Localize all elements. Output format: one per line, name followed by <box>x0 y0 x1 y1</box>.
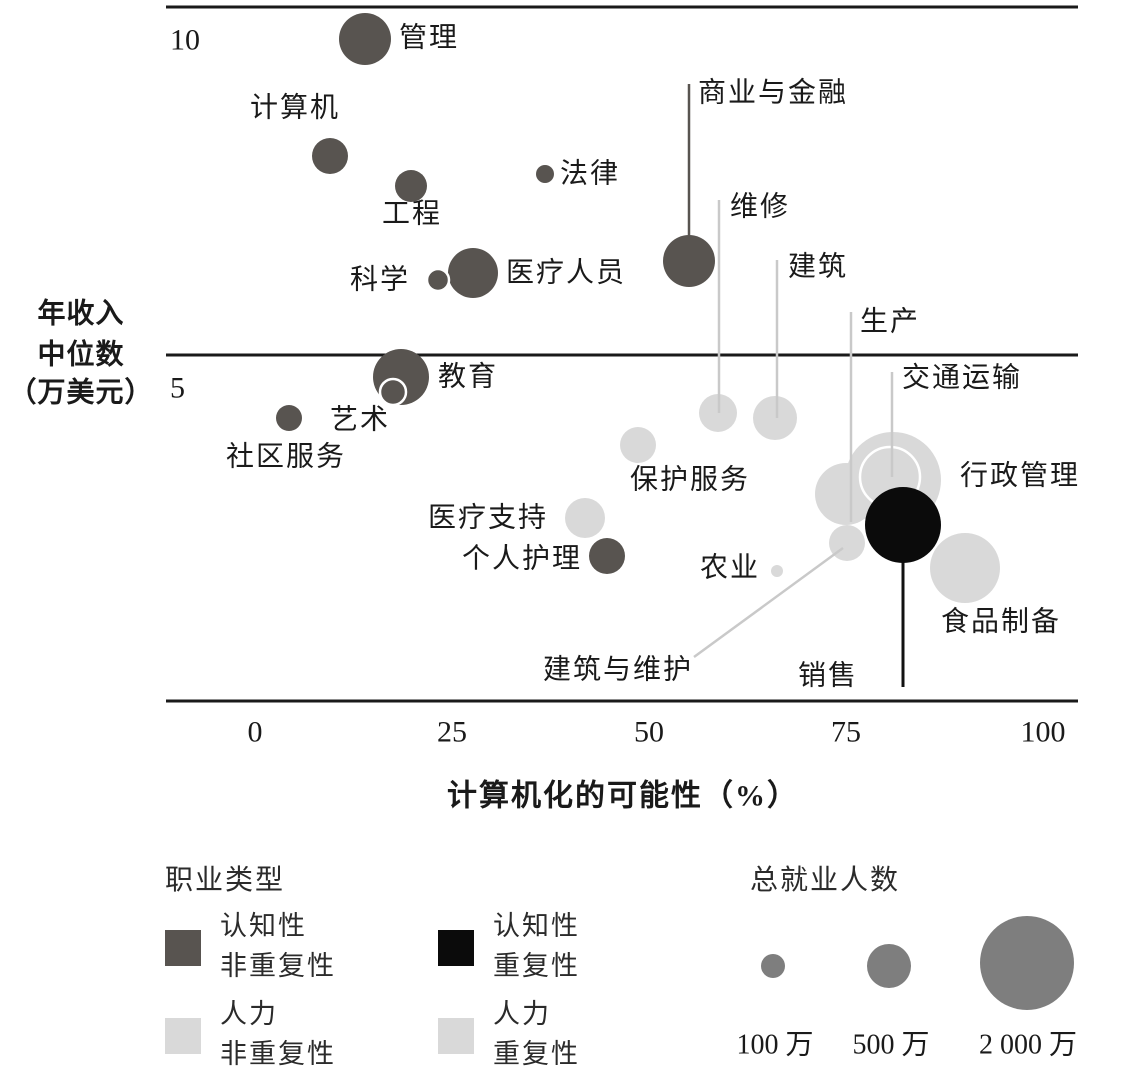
bubble-管理 <box>339 13 391 65</box>
bubble-label-教育: 教育 <box>438 361 498 393</box>
bubble-艺术 <box>276 405 302 431</box>
bubble-农业 <box>771 565 783 577</box>
bubble-建筑 <box>753 396 797 440</box>
occupation-type-legend-title: 职业类型 <box>165 865 286 896</box>
bubble-保护服务 <box>620 427 656 463</box>
bubble-label-管理: 管理 <box>399 22 459 54</box>
legend-swatch-2 <box>165 1018 201 1054</box>
employment-label-500 万: 500 万 <box>852 1030 929 1061</box>
bubble-科学 <box>425 267 451 293</box>
bubble-医疗人员 <box>448 248 498 298</box>
employment-label-2 000 万: 2 000 万 <box>979 1030 1077 1061</box>
legend-swatch-3 <box>438 1018 474 1054</box>
bubble-社区服务 <box>378 377 408 407</box>
bubble-计算机 <box>312 138 348 174</box>
y-tick-10: 10 <box>170 24 200 57</box>
bubble-医疗支持 <box>565 498 605 538</box>
legend-swatch-1 <box>438 930 474 966</box>
employment-legend-title: 总就业人数 <box>750 865 901 896</box>
bubble-label-销售: 销售 <box>798 660 858 692</box>
y-tick-5: 5 <box>170 372 185 405</box>
legend-label-3: 人力 重复性 <box>493 999 580 1069</box>
bubble-商业与金融 <box>663 235 715 287</box>
employment-circle-500 万 <box>867 944 911 988</box>
y-axis-title-line: 中位数 <box>37 338 124 371</box>
bubble-label-工程: 工程 <box>382 199 442 230</box>
x-tick-100: 100 <box>1021 716 1066 749</box>
legend-swatch-0 <box>165 930 201 966</box>
bubble-label-交通运输: 交通运输 <box>902 362 1022 394</box>
x-tick-25: 25 <box>437 716 467 749</box>
bubble-label-医疗支持: 医疗支持 <box>428 502 548 534</box>
bubble-label-维修: 维修 <box>730 191 790 223</box>
bubble-label-建筑: 建筑 <box>788 251 848 283</box>
bubble-法律 <box>536 165 554 183</box>
employment-legend-svg: 100 万 500 万 2 000 万 <box>736 916 1077 1061</box>
bubble-工程 <box>395 170 427 202</box>
bubble-label-建筑与维护: 建筑与维护 <box>543 654 693 686</box>
bubble-label-商业与金融: 商业与金融 <box>698 77 848 109</box>
bubble-label-法律: 法律 <box>560 158 620 190</box>
x-tick-75: 75 <box>831 716 861 749</box>
legend-label-0: 认知性 非重复性 <box>220 911 336 981</box>
bubble-label-艺术: 艺术 <box>330 404 390 436</box>
bubble-个人护理 <box>589 538 625 574</box>
bubble-label-食品制备: 食品制备 <box>941 606 1061 638</box>
bubble-label-医疗人员: 医疗人员 <box>506 257 626 289</box>
bubble-食品制备 <box>930 533 1000 603</box>
bubble-label-保护服务: 保护服务 <box>630 464 750 496</box>
bubble-label-农业: 农业 <box>700 552 760 584</box>
bubble-label-计算机: 计算机 <box>250 92 340 124</box>
bubble-label-科学: 科学 <box>350 264 410 296</box>
y-axis-title-line: （万美元） <box>8 376 153 409</box>
leader-建筑与维护 <box>693 546 844 659</box>
legend-label-1: 认知性 重复性 <box>493 911 580 981</box>
x-tick-0: 0 <box>248 716 263 749</box>
bubble-label-社区服务: 社区服务 <box>226 441 346 473</box>
y-axis-title-line: 年收入 <box>37 297 124 330</box>
x-tick-50: 50 <box>634 716 664 749</box>
x-axis-title: 计算机化的可能性（%） <box>447 779 799 813</box>
employment-circle-2 000 万 <box>980 916 1074 1010</box>
employment-circle-100 万 <box>761 954 785 978</box>
employment-label-100 万: 100 万 <box>736 1030 813 1061</box>
bubble-label-生产: 生产 <box>860 306 920 338</box>
legend-label-2: 人力 非重复性 <box>220 999 336 1069</box>
bubble-label-行政管理: 行政管理 <box>960 460 1080 492</box>
bubble-label-个人护理: 个人护理 <box>462 543 582 575</box>
bubble-销售 <box>865 487 941 563</box>
